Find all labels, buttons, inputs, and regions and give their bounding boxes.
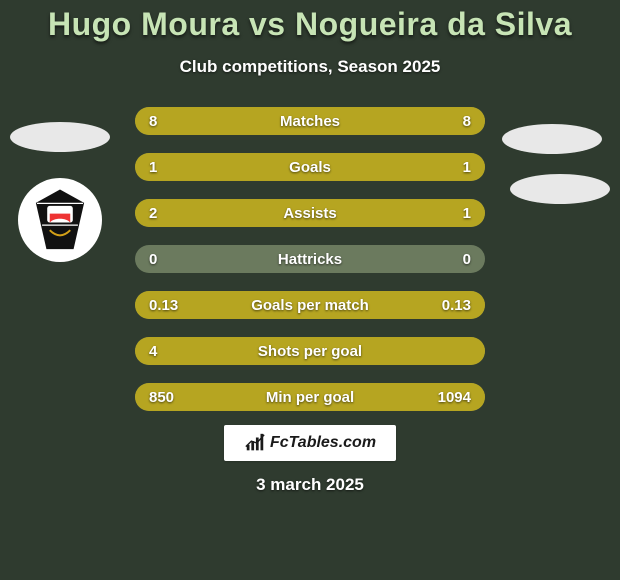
stat-label: Assists: [283, 205, 336, 222]
brand-badge: FcTables.com: [224, 425, 396, 461]
stat-row: 850 Min per goal 1094: [135, 383, 485, 411]
stat-row: 0 Hattricks 0: [135, 245, 485, 273]
player-left-photo-placeholder: [10, 122, 110, 152]
date-text: 3 march 2025: [0, 475, 620, 495]
bar-fill-left: [135, 153, 310, 181]
stat-value-right: 0: [463, 251, 471, 268]
stat-label: Shots per goal: [258, 343, 362, 360]
stat-label: Goals per match: [251, 297, 369, 314]
stat-label: Hattricks: [278, 251, 342, 268]
stat-value-right: 1094: [438, 389, 471, 406]
stat-value-right: 8: [463, 113, 471, 130]
stat-value-left: 0: [149, 251, 157, 268]
stat-value-left: 4: [149, 343, 157, 360]
club-right-badge-placeholder: [510, 174, 610, 204]
club-crest-icon: [28, 188, 92, 252]
brand-text: FcTables.com: [270, 434, 376, 452]
stat-value-left: 850: [149, 389, 174, 406]
stat-row: 4 Shots per goal: [135, 337, 485, 365]
stat-value-left: 0.13: [149, 297, 178, 314]
stat-label: Matches: [280, 113, 340, 130]
stats-rows: 8 Matches 8 1 Goals 1 2 Assists 1 0 Hattricks 0 0.13…: [135, 107, 485, 411]
page-title: Hugo Moura vs Nogueira da Silva: [0, 0, 620, 43]
stat-value-left: 8: [149, 113, 157, 130]
stat-row: 1 Goals 1: [135, 153, 485, 181]
stat-value-left: 2: [149, 205, 157, 222]
stat-label: Min per goal: [266, 389, 354, 406]
bar-fill-right: [310, 153, 485, 181]
stat-value-right: 1: [463, 159, 471, 176]
stat-row: 0.13 Goals per match 0.13: [135, 291, 485, 319]
stat-label: Goals: [289, 159, 331, 176]
stat-row: 2 Assists 1: [135, 199, 485, 227]
stat-value-right: 0.13: [442, 297, 471, 314]
club-left-badge: [18, 178, 102, 262]
stat-value-left: 1: [149, 159, 157, 176]
stat-row: 8 Matches 8: [135, 107, 485, 135]
stat-value-right: 1: [463, 205, 471, 222]
subtitle: Club competitions, Season 2025: [0, 57, 620, 77]
bar-chart-icon: [244, 432, 266, 454]
player-right-photo-placeholder: [502, 124, 602, 154]
